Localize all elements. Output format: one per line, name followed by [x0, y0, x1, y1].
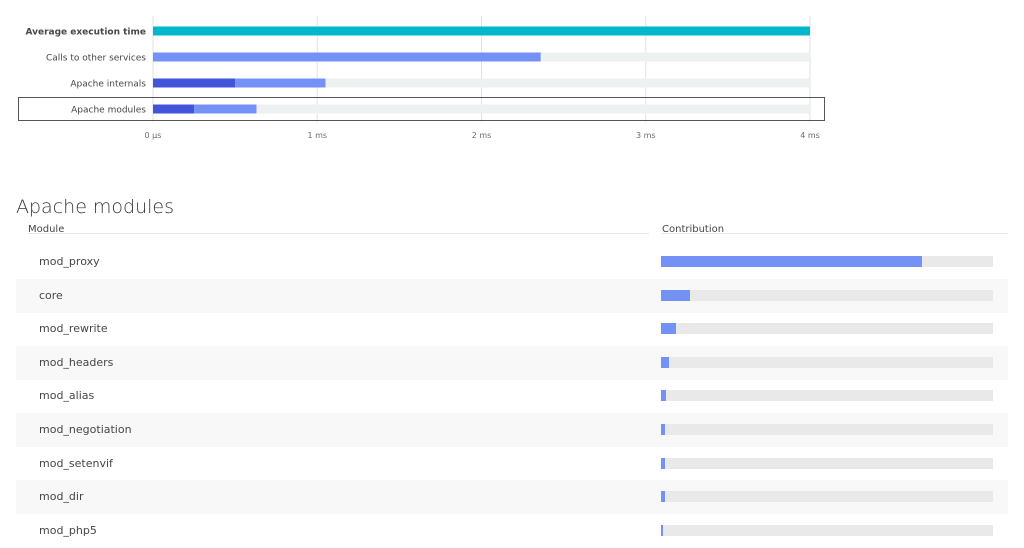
module-name: mod_setenvif — [39, 456, 113, 470]
contribution-column-header[interactable]: Contribution — [662, 224, 725, 235]
selected-category-box — [18, 97, 825, 121]
module-name: mod_dir — [39, 490, 84, 504]
module-name: mod_alias — [39, 389, 95, 403]
contribution-bar-mod_alias — [661, 390, 667, 402]
module-name: mod_headers — [39, 355, 114, 369]
table-row-mod_rewrite[interactable]: mod_rewrite — [16, 312, 1008, 346]
x-tick-label-2: 2 ms — [472, 131, 492, 140]
contribution-track — [661, 323, 993, 335]
table-row-core[interactable]: core — [16, 278, 1008, 313]
contribution-track — [661, 390, 993, 402]
contribution-track — [661, 356, 993, 368]
bar-track-apache-internals — [153, 78, 810, 88]
module-header-divider — [28, 233, 649, 234]
category-label-average-execution-time: Average execution time — [25, 28, 146, 38]
contribution-bar-core — [661, 289, 690, 301]
contribution-bar-mod_dir — [661, 491, 665, 503]
contribution-track — [661, 289, 993, 301]
contribution-track — [661, 524, 993, 536]
bar-apache-internals-segment-1 — [153, 78, 236, 88]
x-tick-label-3: 3 ms — [636, 131, 656, 140]
module-column-header[interactable]: Module — [28, 224, 65, 235]
table-row-mod_headers[interactable]: mod_headers — [16, 345, 1008, 380]
contribution-bar-mod_setenvif — [661, 457, 665, 469]
execution-breakdown-chart: Average execution time Calls to other ser… — [18, 16, 825, 140]
table-row-mod_proxy[interactable]: mod_proxy — [16, 245, 1008, 279]
bar-apache-internals-segment-2 — [235, 78, 326, 88]
bar-calls-to-other-services-segment-1 — [153, 52, 541, 62]
contribution-bar-mod_headers — [661, 356, 669, 368]
table-row-mod_alias[interactable]: mod_alias — [16, 379, 1008, 413]
contribution-header-divider — [662, 233, 1008, 234]
x-tick-label-0: 0 µs — [145, 131, 162, 140]
table-row-mod_negotiation[interactable]: mod_negotiation — [16, 413, 1008, 447]
module-name: mod_proxy — [39, 255, 100, 268]
table-row-mod_dir[interactable]: mod_dir — [16, 480, 1008, 515]
category-label-calls-to-other-services: Calls to other services — [46, 54, 146, 64]
contribution-bar-mod_negotiation — [661, 424, 666, 435]
contribution-bar-mod_rewrite — [661, 323, 676, 335]
category-label-apache-modules: Apache modules — [71, 106, 146, 116]
x-tick-label-1: 1 ms — [307, 131, 327, 140]
category-label-apache-internals: Apache internals — [70, 80, 146, 90]
bar-apache-modules-segment-1 — [153, 104, 195, 114]
module-name: mod_php5 — [39, 523, 97, 537]
contribution-track — [661, 457, 993, 469]
bar-track-apache-modules — [153, 104, 810, 114]
bar-average-execution-time-segment-1 — [153, 26, 810, 36]
contribution-bar-mod_proxy — [661, 256, 922, 267]
module-name: mod_negotiation — [39, 423, 132, 436]
bar-apache-modules-segment-2 — [194, 104, 257, 114]
module-name: core — [39, 288, 63, 302]
contribution-bar-mod_php5 — [661, 524, 663, 536]
x-tick-label-4: 4 ms — [800, 131, 820, 140]
contribution-track — [661, 491, 993, 503]
module-name: mod_rewrite — [39, 322, 108, 336]
section-title: Apache modules — [16, 196, 175, 218]
contribution-track — [661, 424, 993, 435]
contribution-track — [661, 256, 993, 267]
table-row-mod_php5[interactable]: mod_php5 — [16, 514, 1008, 548]
table-row-mod_setenvif[interactable]: mod_setenvif — [16, 447, 1008, 481]
